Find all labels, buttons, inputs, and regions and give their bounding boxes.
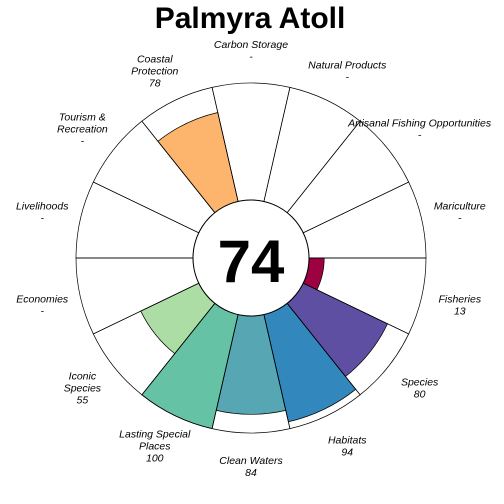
petal-label-lasting-special-places: Lasting Special Places 100	[119, 428, 191, 464]
petal-label-fisheries: Fisheries 13	[438, 293, 481, 317]
petal-label-artisanal-fishing-opportunities: Artisanal Fishing Opportunities -	[347, 117, 492, 141]
overall-score: 74	[218, 228, 285, 295]
petal-outline-artisanal-fishing-opportunities	[286, 120, 410, 234]
petal-outline-mariculture	[302, 181, 427, 259]
petal-label-coastal-protection: Coastal Protection 78	[131, 54, 178, 90]
petal-label-livelihoods: Livelihoods -	[16, 201, 69, 225]
petal-label-species: Species 80	[401, 377, 439, 401]
petal-label-natural-products: Natural Products -	[308, 60, 387, 84]
chart-title: Palmyra Atoll	[155, 2, 346, 35]
petal-fill-coastal-protection	[157, 112, 239, 214]
petal-label-mariculture: Mariculture -	[434, 201, 486, 225]
petal-label-clean-waters: Clean Waters 84	[219, 455, 283, 479]
petal-label-carbon-storage: Carbon Storage -	[214, 39, 288, 63]
petal-label-iconic-species: Iconic Species 55	[64, 371, 102, 407]
petal-outline-natural-products	[263, 86, 361, 214]
inner-circle	[192, 199, 310, 317]
petal-label-tourism-recreation: Tourism & Recreation -	[57, 111, 108, 147]
petal-labels: Fisheries 13 Species 80 Habitats 94 Clean Wate…	[16, 39, 492, 479]
petal-outline-livelihoods	[75, 181, 200, 259]
petal-label-economies: Economies -	[16, 293, 69, 317]
petal-label-habitats: Habitats 94	[328, 434, 367, 458]
petals	[140, 112, 389, 430]
